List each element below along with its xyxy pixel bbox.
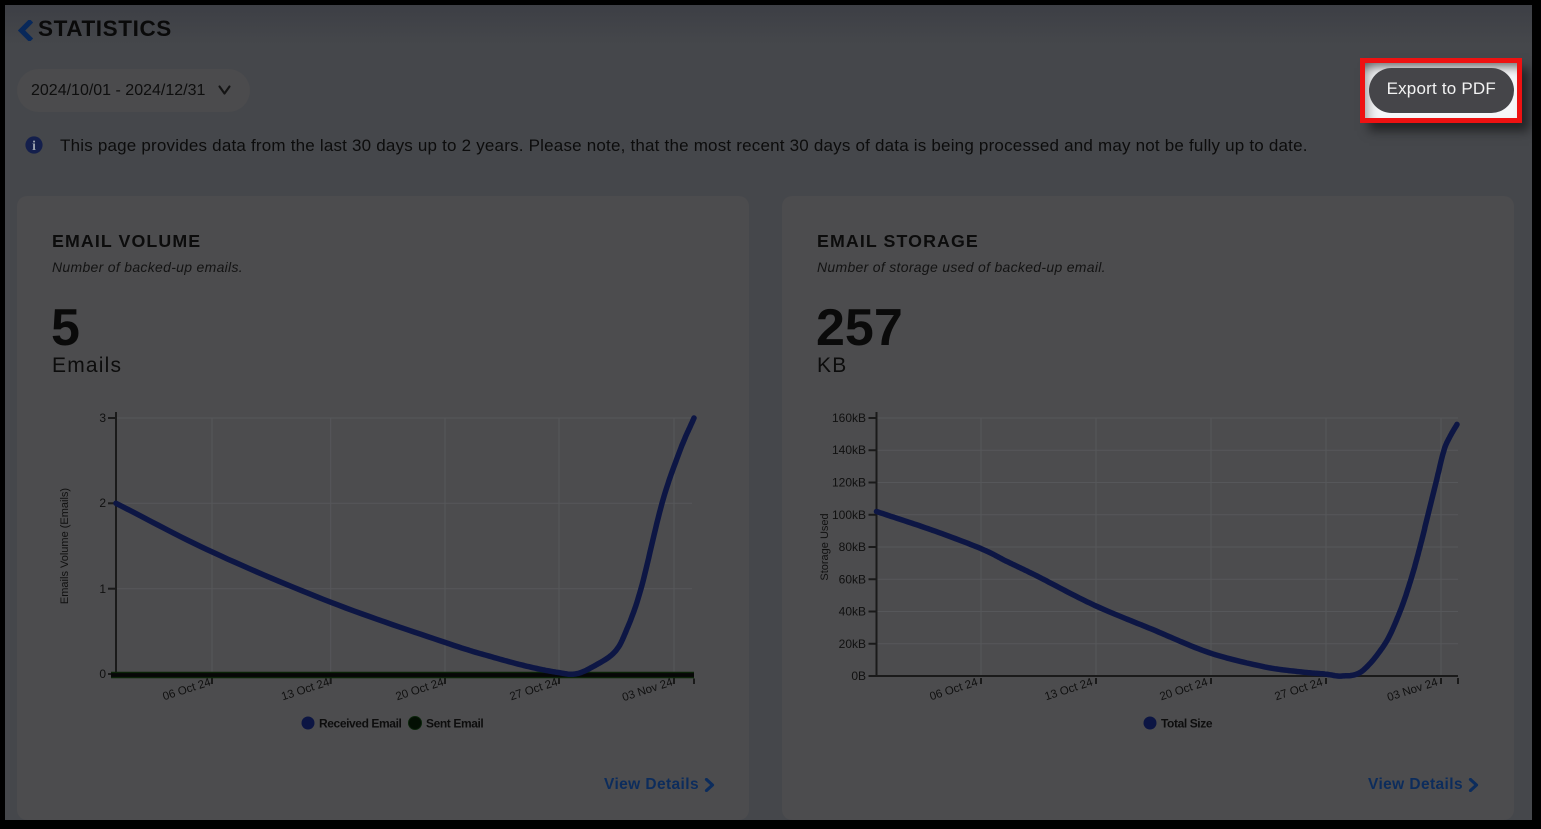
svg-text:80kB: 80kB: [839, 540, 866, 554]
svg-text:06 Oct 24: 06 Oct 24: [928, 676, 980, 703]
svg-text:0B: 0B: [851, 669, 866, 683]
svg-text:2: 2: [99, 496, 106, 510]
svg-text:Storage Used: Storage Used: [819, 513, 831, 580]
svg-text:40kB: 40kB: [839, 605, 866, 619]
svg-text:3: 3: [99, 411, 106, 425]
svg-text:03 Nov 24: 03 Nov 24: [621, 676, 675, 704]
svg-text:Emails Volume (Emails): Emails Volume (Emails): [59, 488, 71, 604]
svg-text:20kB: 20kB: [839, 637, 866, 651]
svg-text:Total Size: Total Size: [1161, 717, 1213, 731]
svg-text:Sent Email: Sent Email: [426, 717, 483, 731]
svg-text:13 Oct 24: 13 Oct 24: [280, 676, 332, 703]
svg-text:03 Nov 24: 03 Nov 24: [1386, 676, 1440, 704]
svg-text:20 Oct 24: 20 Oct 24: [1158, 676, 1210, 703]
svg-text:13 Oct 24: 13 Oct 24: [1043, 676, 1095, 703]
svg-text:120kB: 120kB: [832, 476, 866, 490]
svg-text:60kB: 60kB: [839, 572, 866, 586]
svg-text:Received Email: Received Email: [319, 717, 402, 731]
svg-text:160kB: 160kB: [832, 411, 866, 425]
svg-text:20 Oct 24: 20 Oct 24: [394, 676, 446, 703]
svg-text:i: i: [32, 138, 36, 153]
svg-text:27 Oct 24: 27 Oct 24: [508, 676, 560, 703]
svg-text:27 Oct 24: 27 Oct 24: [1273, 676, 1325, 703]
svg-text:0: 0: [99, 667, 106, 681]
svg-text:100kB: 100kB: [832, 508, 866, 522]
svg-text:140kB: 140kB: [832, 443, 866, 457]
svg-text:06 Oct 24: 06 Oct 24: [161, 676, 213, 703]
svg-text:1: 1: [99, 582, 106, 596]
